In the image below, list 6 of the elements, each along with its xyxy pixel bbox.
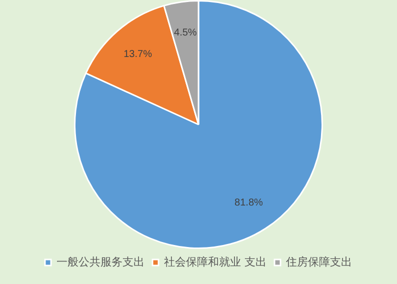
data-label: 4.5% [174,27,197,38]
legend-label: 住房保障支出 [286,255,352,268]
data-label: 13.7% [124,49,152,60]
legend-label: 一般公共服务支出 [56,255,144,268]
legend-label: 社会保障和就业 支出 [164,255,266,268]
data-label: 81.8% [234,197,264,208]
